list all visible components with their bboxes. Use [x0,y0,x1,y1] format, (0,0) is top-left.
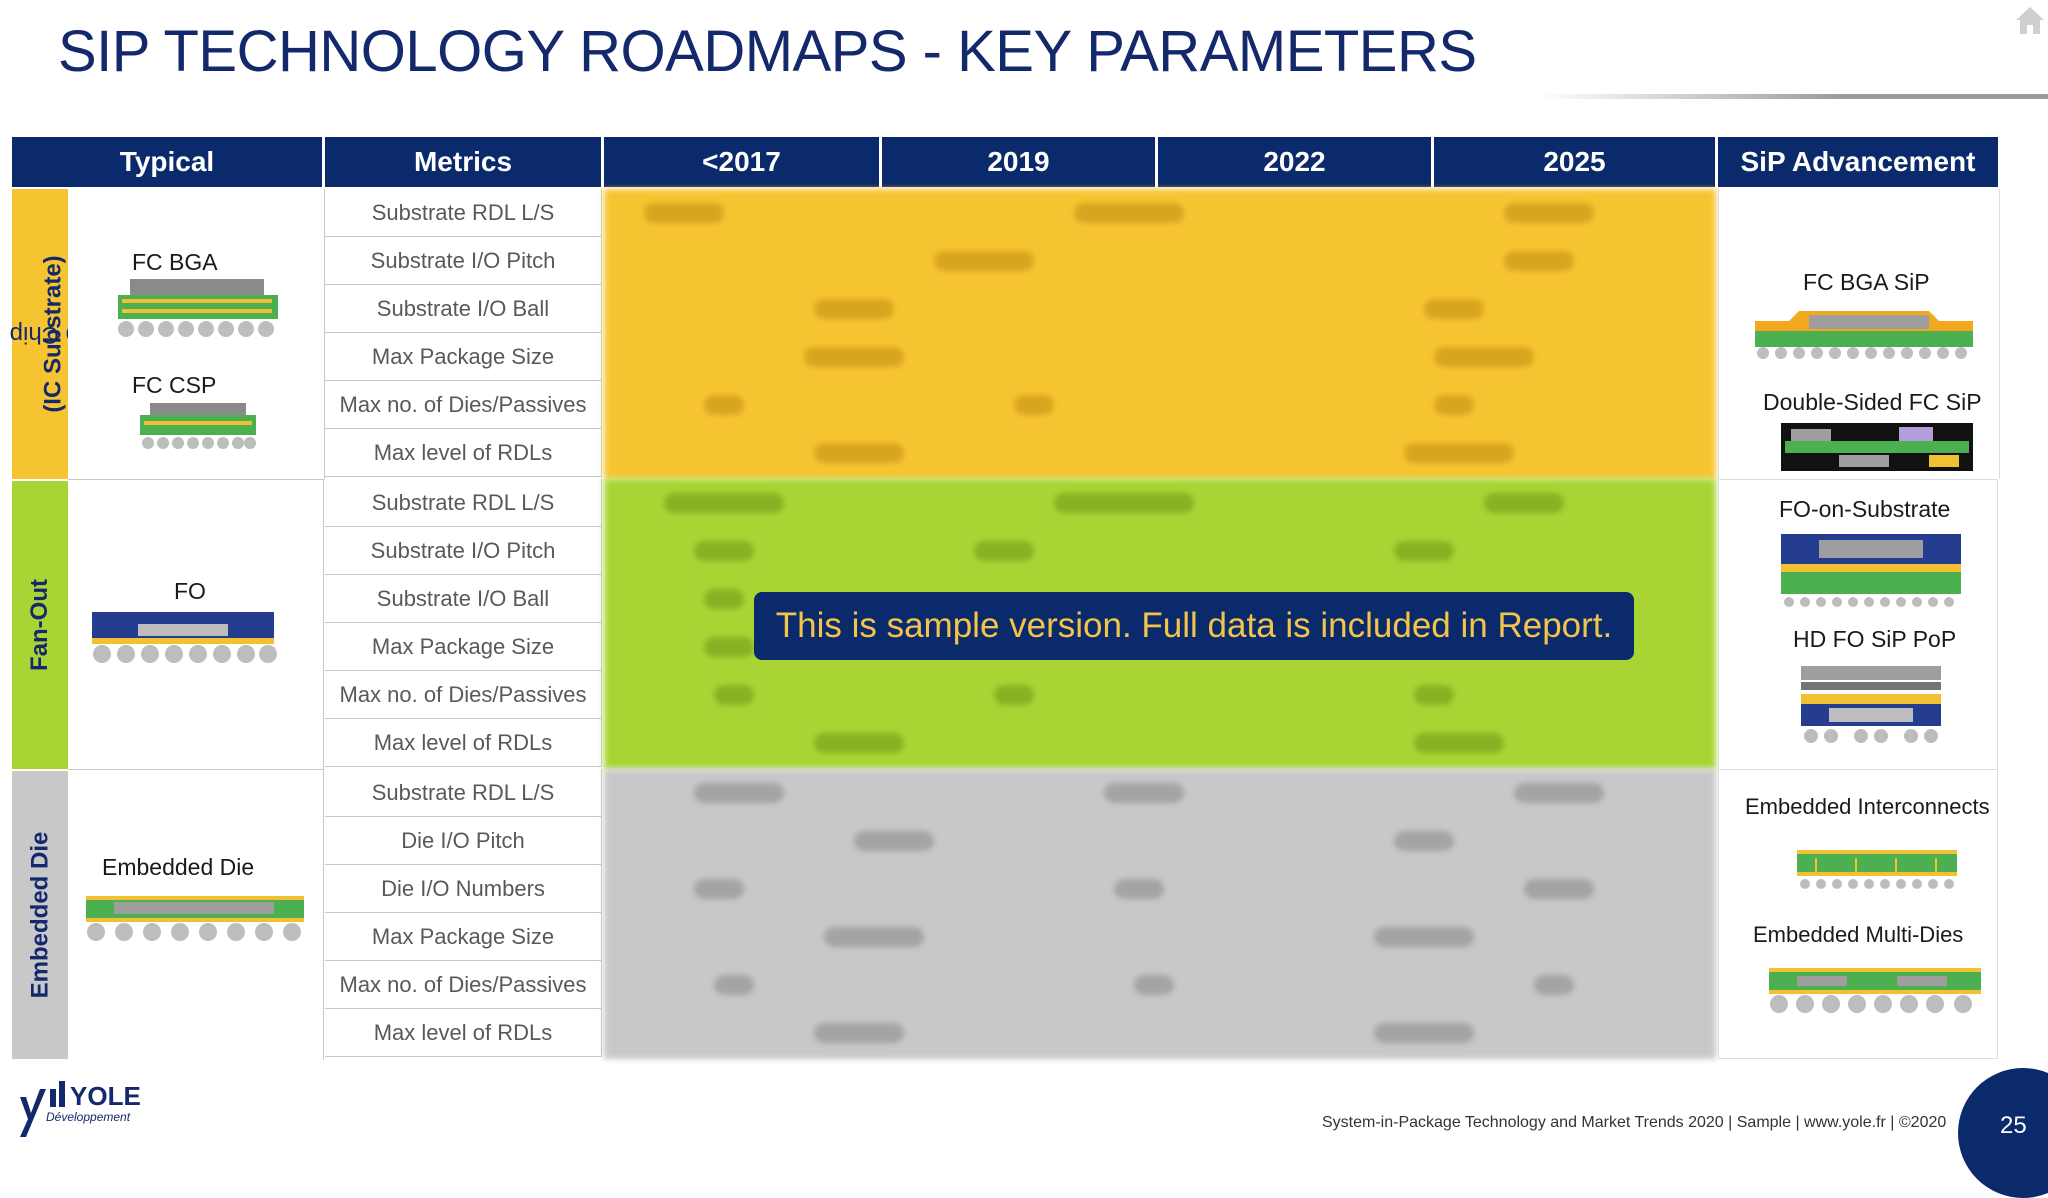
header-typical: Typical [12,137,325,187]
metric-row: Substrate RDL L/S [325,479,602,527]
metric-row: Substrate RDL L/S [325,189,602,237]
sample-version-banner: This is sample version. Full data is inc… [754,592,1634,660]
metric-row: Max no. of Dies/Passives [325,961,602,1009]
metric-row: Substrate RDL L/S [325,769,602,817]
group-flip-chip: Flip Chip (IC Substrate) FC BGA FC CSP S… [10,189,2000,479]
metric-row: Max Package Size [325,913,602,961]
logo-sub-text: Développement [46,1110,131,1124]
side-label-flip-chip: Flip Chip (IC Substrate) [10,189,105,479]
metric-row: Max level of RDLs [325,719,602,767]
blurred-row [604,237,1716,285]
advancement-embedded-die: Embedded Interconnects Embedded Multi-Di… [1718,769,1998,1059]
blurred-row [604,381,1716,429]
blurred-row [604,865,1716,913]
page-number: 25 [2000,1112,2027,1139]
advancement-fan-out: FO-on-Substrate HD FO SiP PoP [1718,479,1998,769]
metric-row: Substrate I/O Ball [325,575,602,623]
title-divider [1540,94,2048,99]
fc-csp-package-icon [140,403,256,449]
side-label-fan-out: Fan-Out [12,479,68,769]
blurred-row [604,623,1716,671]
adv-label-hd-fo-sip-pop: HD FO SiP PoP [1793,626,1957,652]
blurred-row [604,769,1716,817]
typical-cell-fan-out: FO [68,479,324,769]
blurred-row [604,671,1716,719]
blurred-row [604,575,1716,623]
metric-row: Max Package Size [325,333,602,381]
blurred-row [604,429,1716,477]
metric-row: Max no. of Dies/Passives [325,671,602,719]
metric-row: Substrate I/O Ball [325,285,602,333]
metric-row: Die I/O Pitch [325,817,602,865]
adv-label-embedded-interconnects: Embedded Interconnects [1745,794,1990,819]
header-2019: 2019 [882,137,1158,187]
header-metrics: Metrics [325,137,604,187]
blurred-row [604,527,1716,575]
side-label-embedded-die: Embedded Die [12,769,68,1059]
blurred-row [604,719,1716,767]
header-2025: 2025 [1434,137,1718,187]
typical-label-fo: FO [174,578,206,604]
adv-label-double-sided-fc-sip: Double-Sided FC SiP [1763,389,1982,415]
metric-row: Max no. of Dies/Passives [325,381,602,429]
blurred-data-flip-chip [604,189,1716,479]
embedded-multi-dies-package-icon [1769,968,1981,1013]
metric-row: Max level of RDLs [325,429,602,477]
hd-fo-sip-pop-package-icon [1801,666,1941,743]
embedded-interconnects-package-icon [1797,850,1957,889]
header-sip-advancement: SiP Advancement [1718,137,1998,187]
blurred-row [604,285,1716,333]
blurred-row [604,817,1716,865]
typical-cell-embedded-die: Embedded Die [68,769,324,1059]
typical-label-fc-csp: FC CSP [132,372,217,398]
fo-on-substrate-package-icon [1781,534,1961,607]
typical-cell-flip-chip: FC BGA FC CSP [68,189,325,479]
metric-row: Substrate I/O Pitch [325,527,602,575]
metrics-embedded-die: Substrate RDL L/S Die I/O Pitch Die I/O … [325,769,602,1057]
embedded-die-package-icon [86,896,304,941]
blurred-row [604,1009,1716,1057]
adv-label-fc-bga-sip: FC BGA SiP [1803,269,1930,295]
blurred-row [604,913,1716,961]
advancement-flip-chip: FC BGA SiP Double-Sided FC SiP [1718,189,2000,479]
double-sided-fc-sip-package-icon [1781,423,1973,471]
roadmap-table: Typical Metrics <2017 2019 2022 2025 SiP… [10,137,2000,1059]
blurred-row [604,189,1716,237]
metric-row: Substrate I/O Pitch [325,237,602,285]
blurred-row [604,479,1716,527]
fo-package-icon [92,612,277,663]
metrics-fan-out: Substrate RDL L/S Substrate I/O Pitch Su… [325,479,602,767]
blurred-row [604,961,1716,1009]
header-2022: 2022 [1158,137,1434,187]
fc-bga-sip-package-icon [1755,311,1973,359]
metrics-flip-chip: Substrate RDL L/S Substrate I/O Pitch Su… [325,189,602,477]
blurred-data-embedded-die [604,769,1716,1059]
blurred-row [604,333,1716,381]
typical-label-fc-bga: FC BGA [132,249,218,275]
metric-row: Die I/O Numbers [325,865,602,913]
adv-label-embedded-multi-dies: Embedded Multi-Dies [1753,922,1964,947]
typical-label-embedded-die: Embedded Die [102,854,255,880]
group-embedded-die: Embedded Die Embedded Die Substrate RDL … [12,769,1998,1059]
fc-bga-package-icon [118,279,278,337]
home-icon[interactable] [2012,2,2048,38]
footer-text: System-in-Package Technology and Market … [1322,1114,1947,1131]
header-pre2017: <2017 [604,137,882,187]
yole-logo: YOLE Développement [20,1081,141,1137]
page-title: SIP TECHNOLOGY ROADMAPS - KEY PARAMETERS [58,19,1477,84]
metric-row: Max Package Size [325,623,602,671]
logo-brand-text: YOLE [70,1081,141,1111]
metric-row: Max level of RDLs [325,1009,602,1057]
adv-label-fo-on-substrate: FO-on-Substrate [1779,496,1951,522]
